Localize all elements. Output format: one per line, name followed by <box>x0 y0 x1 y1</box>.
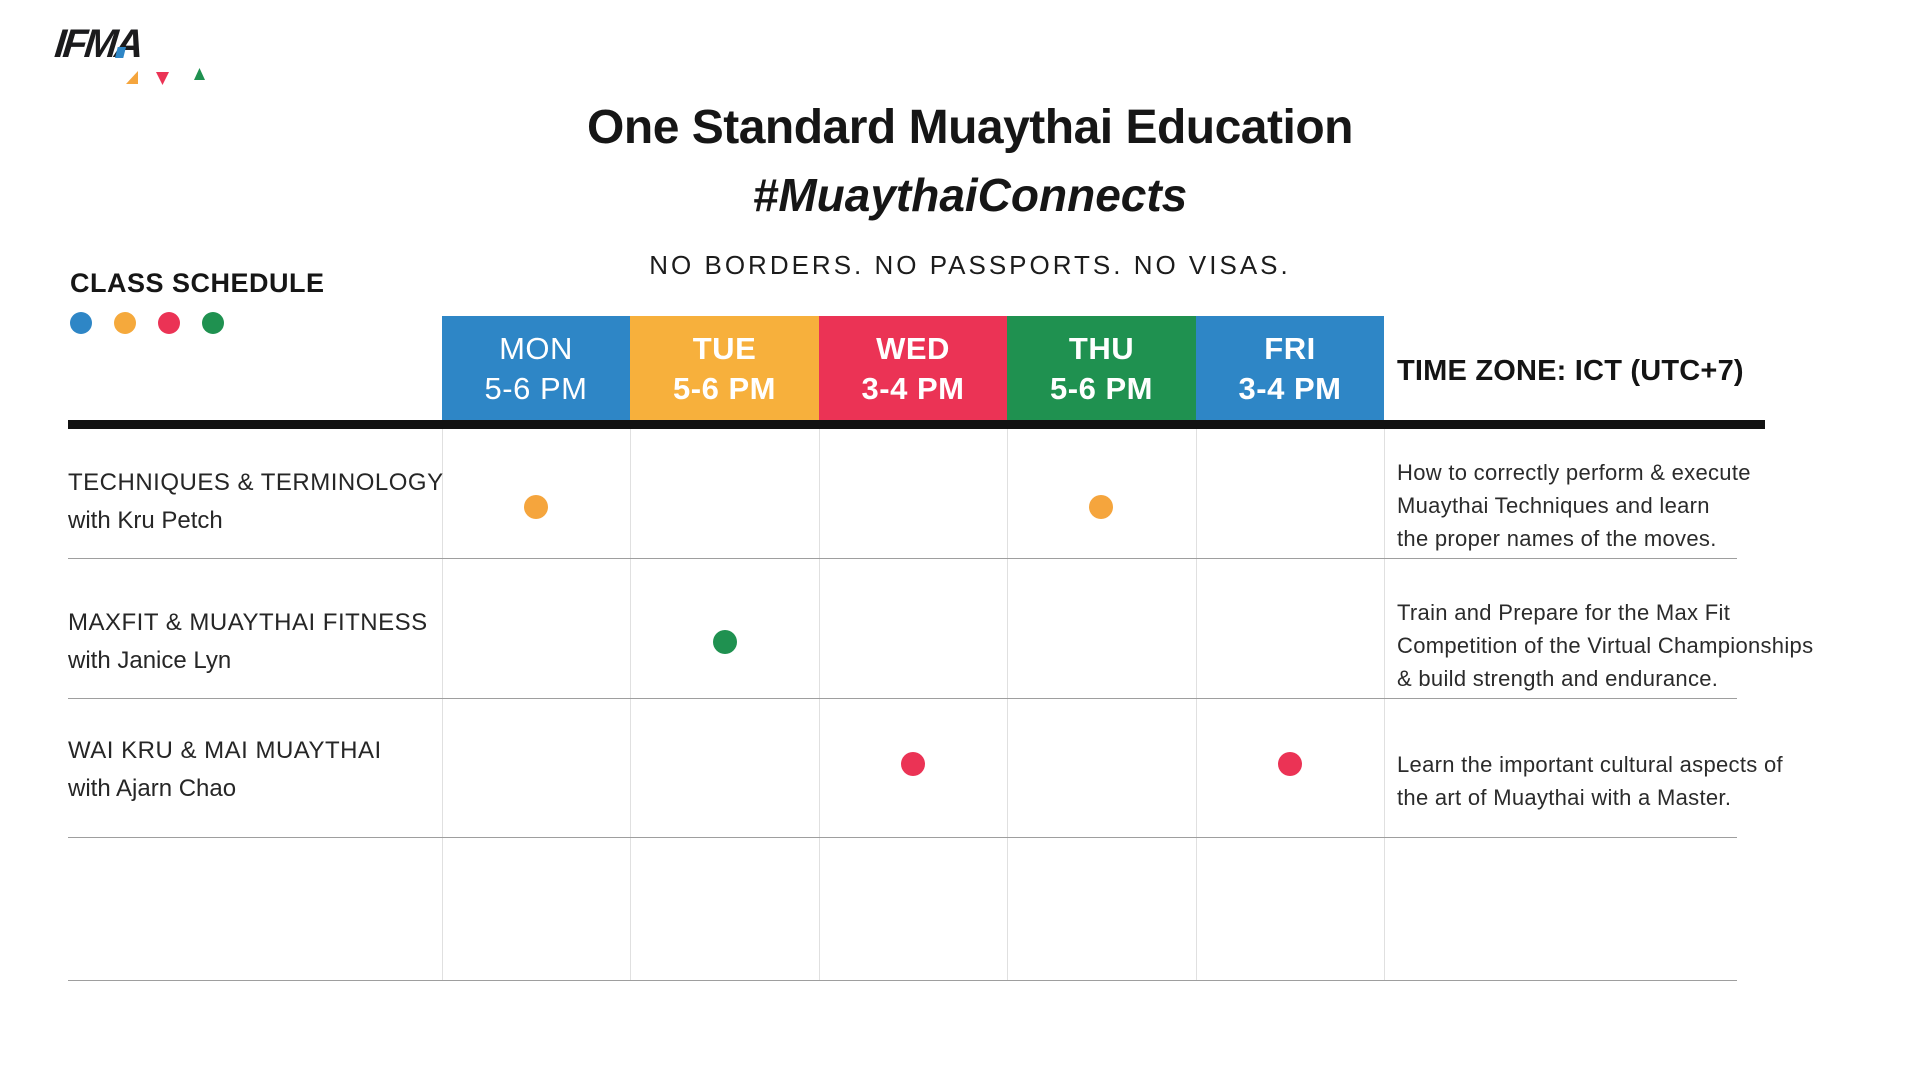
tagline: NO BORDERS. NO PASSPORTS. NO VISAS. <box>649 250 1291 280</box>
grid-vline <box>442 429 443 980</box>
grid-hline <box>68 698 1737 699</box>
row-title: TECHNIQUES & TERMINOLOGY <box>68 469 444 496</box>
grid-vline <box>630 429 631 980</box>
day-name: FRI <box>1264 331 1316 366</box>
timezone-label: TIME ZONE: ICT (UTC+7) <box>1397 355 1744 387</box>
legend-dot-red <box>158 312 180 334</box>
day-time: 5-6 PM <box>673 371 776 406</box>
class-row-techniques: TECHNIQUES & TERMINOLOGY with Kru Petch <box>68 464 444 540</box>
day-header-thu: THU 5-6 PM <box>1007 316 1196 420</box>
row-instructor: with Ajarn Chao <box>68 775 237 802</box>
day-name: WED <box>876 331 950 366</box>
row-title: MAXFIT & MUAYTHAI FITNESS <box>68 609 428 636</box>
row-instructor: with Janice Lyn <box>68 647 232 674</box>
legend-dots <box>70 312 224 334</box>
logo-green-accent <box>194 68 205 80</box>
grid-vline <box>819 429 820 980</box>
grid-vline <box>1007 429 1008 980</box>
logo-yellow-accent <box>126 71 138 84</box>
day-header-tue: TUE 5-6 PM <box>630 316 819 420</box>
logo-blue-accent <box>115 47 126 58</box>
ifma-logo-text: IFMA <box>52 22 144 66</box>
row-description: Learn the important cultural aspects of … <box>1397 752 1783 810</box>
legend-dot-green <box>202 312 224 334</box>
grid-hline <box>68 837 1737 838</box>
day-time: 3-4 PM <box>861 371 965 406</box>
day-name: MON <box>499 331 573 366</box>
row-description: Train and Prepare for the Max Fit Compet… <box>1397 600 1814 691</box>
day-time: 5-6 PM <box>484 371 588 406</box>
class-schedule-label: CLASS SCHEDULE <box>70 268 325 298</box>
legend-dot-blue <box>70 312 92 334</box>
class-row-waikru: WAI KRU & MAI MUAYTHAI with Ajarn Chao <box>68 732 382 808</box>
day-header-wed: WED 3-4 PM <box>819 316 1007 420</box>
ifma-logo: IFMA <box>52 22 205 85</box>
day-header-mon: MON 5-6 PM <box>442 316 630 420</box>
session-dot <box>901 752 925 776</box>
logo-pink-accent <box>156 72 169 85</box>
grid-hline <box>68 980 1737 981</box>
day-name: TUE <box>692 331 757 366</box>
day-time: 5-6 PM <box>1050 371 1153 406</box>
grid-vline <box>1196 429 1197 980</box>
row-description: How to correctly perform & execute Muayt… <box>1397 460 1751 551</box>
session-dot <box>713 630 737 654</box>
row-instructor: with Kru Petch <box>68 507 223 534</box>
page-title: One Standard Muaythai Education <box>587 101 1353 154</box>
class-row-maxfit: MAXFIT & MUAYTHAI FITNESS with Janice Ly… <box>68 604 428 680</box>
day-time: 3-4 PM <box>1238 371 1342 406</box>
session-dot <box>1278 752 1302 776</box>
day-header-fri: FRI 3-4 PM <box>1196 316 1384 420</box>
session-dot <box>524 495 548 519</box>
grid-hline <box>68 558 1737 559</box>
grid-vline <box>1384 429 1385 980</box>
day-name: THU <box>1068 331 1135 366</box>
header-divider-bar <box>68 420 1765 429</box>
legend-dot-yellow <box>114 312 136 334</box>
session-dot <box>1089 495 1113 519</box>
row-title: WAI KRU & MAI MUAYTHAI <box>68 737 382 764</box>
hashtag-subtitle: #MuaythaiConnects <box>752 169 1188 221</box>
